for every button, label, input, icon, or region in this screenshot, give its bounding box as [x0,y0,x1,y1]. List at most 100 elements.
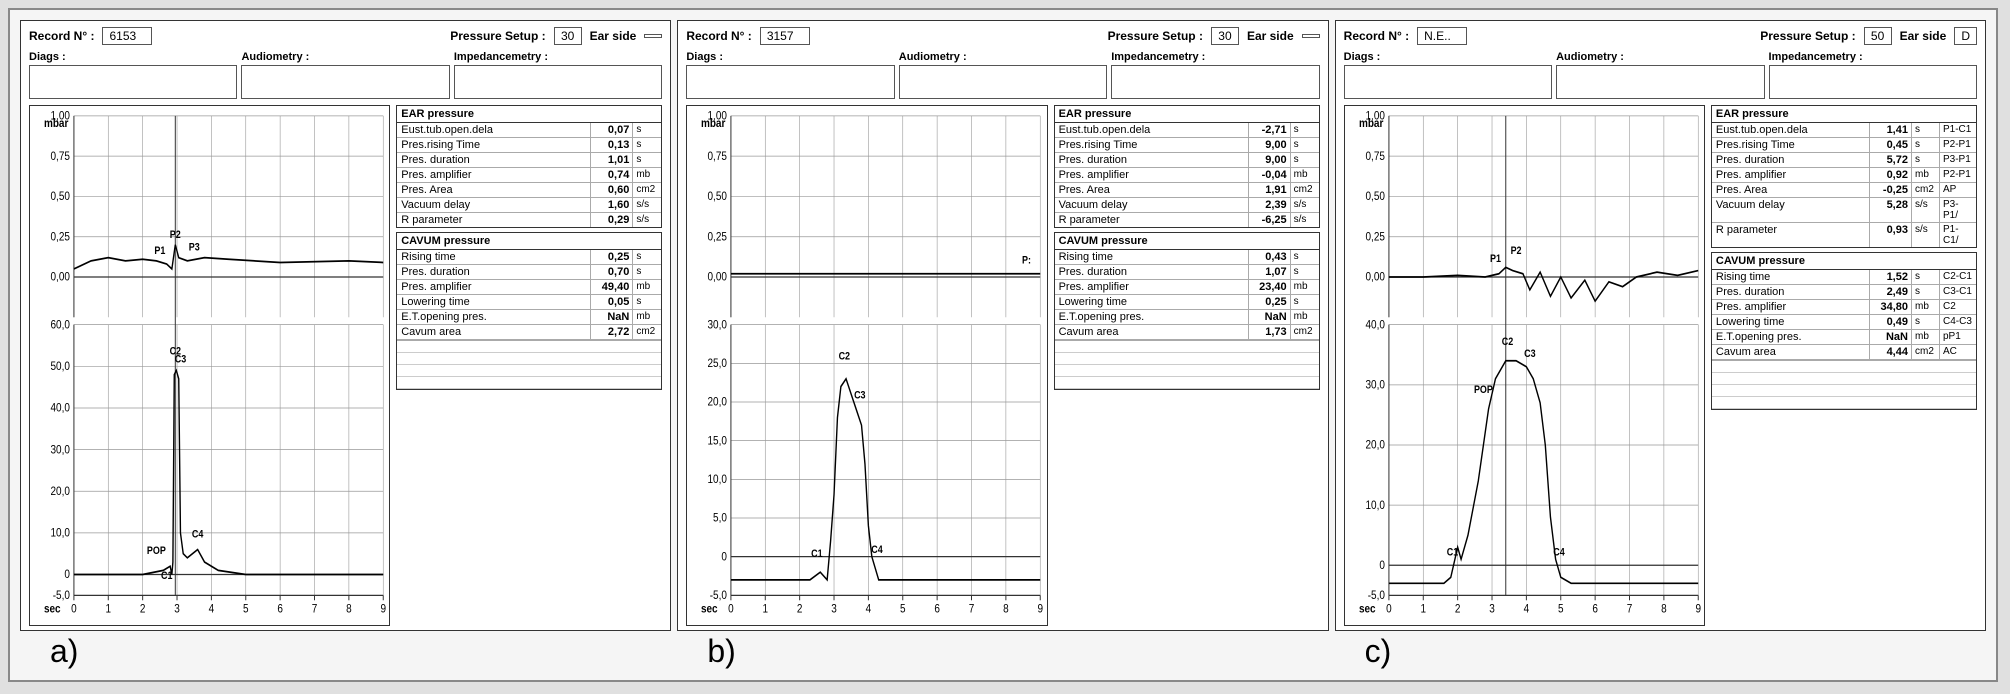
row-unit: cm2 [1291,183,1319,197]
impedancemetry-box[interactable] [1769,65,1977,99]
impedancemetry-box[interactable] [1111,65,1319,99]
ear-side-value[interactable] [1302,34,1320,38]
diags-box[interactable] [686,65,894,99]
row-unit: s [1912,270,1940,284]
svg-text:9: 9 [1695,603,1701,616]
table-row: Vacuum delay5,28s/sP3-P1/ [1712,198,1976,223]
row-key: Pres. duration [1712,285,1870,299]
impedancemetry-label: Impedancemetry : [1769,51,1977,63]
svg-text:-5,0: -5,0 [710,589,727,602]
svg-text:mbar: mbar [701,117,726,130]
impedancemetry-box[interactable] [454,65,662,99]
panel-c: Record N° :N.E..Pressure Setup :50Ear si… [1335,20,1986,631]
chart: 0,000,250,500,751,00-5,0010,020,030,040,… [29,105,390,626]
table-row: Lowering time0,25s [1055,295,1319,310]
svg-text:C1: C1 [1446,547,1458,559]
table-row: Pres. amplifier-0,04mb [1055,168,1319,183]
table-row: Cavum area4,44cm2AC [1712,345,1976,360]
table-row: Lowering time0,49sC4-C3 [1712,315,1976,330]
table-row: Pres. duration9,00s [1055,153,1319,168]
pressure-setup-label: Pressure Setup : [1108,29,1203,43]
row-value: NaN [1870,330,1912,344]
audiometry-box[interactable] [241,65,449,99]
pressure-setup-value[interactable]: 30 [554,27,582,45]
tables: EAR pressureEust.tub.open.dela1,41sP1-C1… [1711,105,1977,626]
figure-container: Record N° :6153Pressure Setup :30Ear sid… [8,8,1998,682]
svg-text:25,0: 25,0 [708,357,727,370]
row-value: 0,13 [591,138,633,152]
svg-text:P2: P2 [1510,245,1521,257]
row-unit: s/s [1291,213,1319,227]
row-key: Eust.tub.open.dela [397,123,591,137]
row-unit: mb [1291,280,1319,294]
diags-label: Diags : [29,51,237,63]
header-bar: Record N° :N.E..Pressure Setup :50Ear si… [1344,27,1977,45]
row-value: 2,72 [591,325,633,339]
row-value: 1,60 [591,198,633,212]
svg-text:0: 0 [722,550,728,563]
blank-rows [397,340,661,389]
record-value[interactable]: 3157 [760,27,810,45]
row-key: Eust.tub.open.dela [1055,123,1249,137]
record-value[interactable]: 6153 [102,27,152,45]
diags-box[interactable] [29,65,237,99]
row-unit: s [1912,123,1940,137]
ear-side-value[interactable] [644,34,662,38]
svg-text:4: 4 [209,603,215,616]
svg-text:40,0: 40,0 [51,402,70,415]
row-value: 0,25 [1249,295,1291,309]
row-value: 1,41 [1870,123,1912,137]
record-label: Record N° : [686,29,751,43]
row-extra: P2-P1 [1940,168,1976,182]
row-extra: P3-P1 [1940,153,1976,167]
svg-text:sec: sec [701,603,718,616]
svg-text:0: 0 [64,568,70,581]
row-key: Cavum area [397,325,591,339]
row-key: Lowering time [397,295,591,309]
ear-side-value[interactable]: D [1954,27,1977,45]
panel-b: Record N° :3157Pressure Setup :30Ear sid… [677,20,1328,631]
row-unit: s [633,295,661,309]
row-value: 0,43 [1249,250,1291,264]
section-labels: Diags :Audiometry :Impedancemetry : [1344,51,1977,63]
svg-text:30,0: 30,0 [51,443,70,456]
table-row: Rising time0,25s [397,250,661,265]
svg-text:sec: sec [1359,603,1376,616]
svg-text:0,50: 0,50 [708,190,727,203]
row-unit: mb [633,168,661,182]
row-extra: pP1 [1940,330,1976,344]
svg-text:60,0: 60,0 [51,318,70,331]
main-area: 0,000,250,500,751,00-5,0010,020,030,040,… [1344,105,1977,626]
row-extra: P1-C1 [1940,123,1976,137]
svg-text:4: 4 [866,603,872,616]
pressure-setup-value[interactable]: 50 [1864,27,1892,45]
diags-box[interactable] [1344,65,1552,99]
svg-text:2: 2 [140,603,146,616]
section-boxes [1344,65,1977,99]
svg-text:6: 6 [1592,603,1598,616]
svg-text:2: 2 [797,603,803,616]
row-unit: s [633,265,661,279]
audiometry-box[interactable] [1556,65,1764,99]
table-row: Cavum area2,72cm2 [397,325,661,340]
table-row: Lowering time0,05s [397,295,661,310]
row-unit: cm2 [1291,325,1319,339]
panel-caption: a) [20,633,671,670]
svg-text:C4: C4 [1553,547,1565,559]
svg-text:0: 0 [71,603,77,616]
row-unit: s/s [1291,198,1319,212]
diags-label: Diags : [686,51,894,63]
table-row: Pres. amplifier0,92mbP2-P1 [1712,168,1976,183]
row-extra: C2-C1 [1940,270,1976,284]
record-value[interactable]: N.E.. [1417,27,1467,45]
audiometry-box[interactable] [899,65,1107,99]
pressure-setup-value[interactable]: 30 [1211,27,1239,45]
table-header: EAR pressure [1712,106,1976,123]
panel-caption: b) [677,633,1328,670]
row-value: 0,60 [591,183,633,197]
row-key: E.T.opening pres. [1712,330,1870,344]
svg-text:5,0: 5,0 [713,512,727,525]
row-unit: s [633,153,661,167]
row-unit: s [633,123,661,137]
svg-text:C1: C1 [811,548,823,560]
